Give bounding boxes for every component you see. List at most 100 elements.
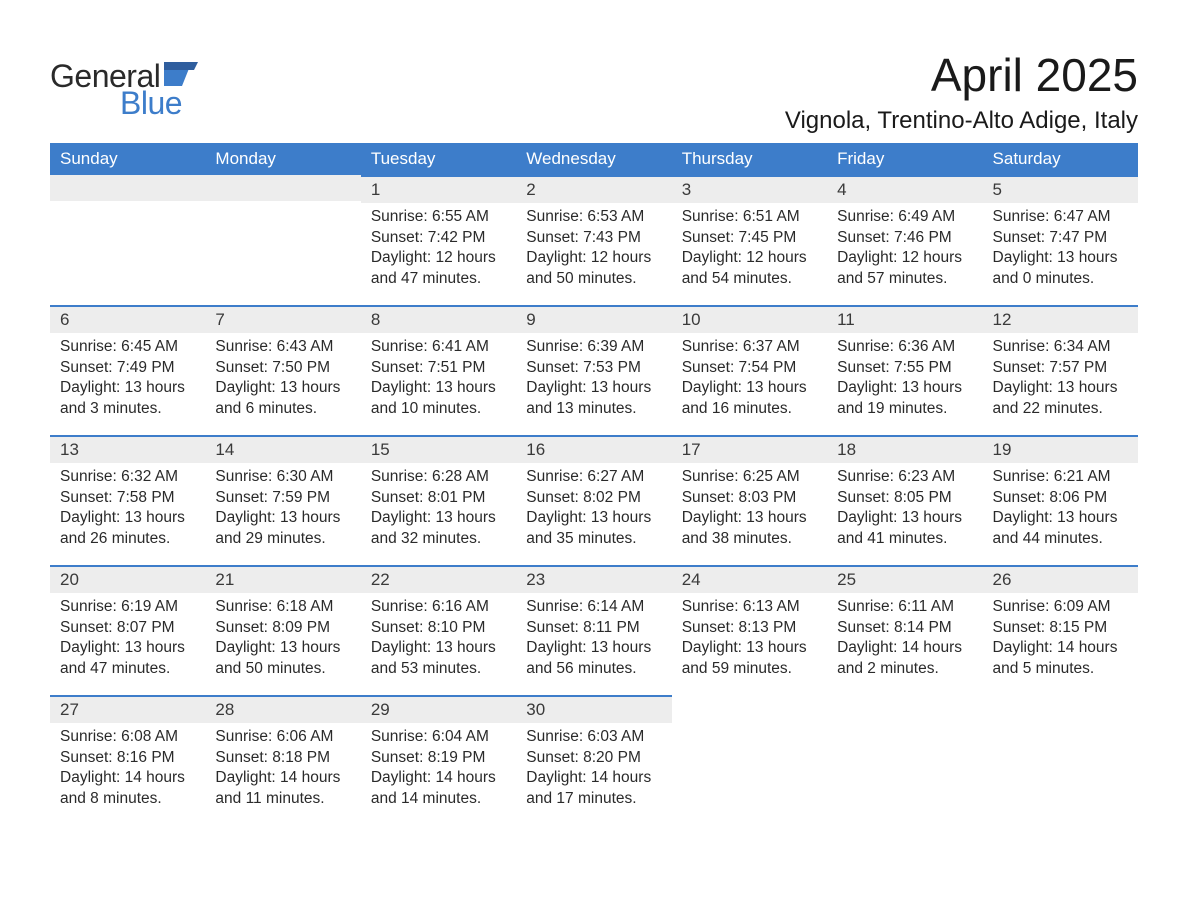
calendar-day-cell: 23Sunrise: 6:14 AMSunset: 8:11 PMDayligh…	[516, 565, 671, 695]
daylight-line-2: and 32 minutes.	[371, 529, 506, 550]
calendar-week-row: 20Sunrise: 6:19 AMSunset: 8:07 PMDayligh…	[50, 565, 1138, 695]
calendar-day-cell: 2Sunrise: 6:53 AMSunset: 7:43 PMDaylight…	[516, 175, 671, 305]
sunrise-line: Sunrise: 6:08 AM	[60, 727, 195, 748]
day-details: Sunrise: 6:09 AMSunset: 8:15 PMDaylight:…	[983, 593, 1138, 687]
daylight-line-1: Daylight: 14 hours	[526, 768, 661, 789]
empty-day-header	[50, 175, 205, 201]
calendar-day-cell: 11Sunrise: 6:36 AMSunset: 7:55 PMDayligh…	[827, 305, 982, 435]
day-number: 13	[50, 435, 205, 463]
location-subtitle: Vignola, Trentino-Alto Adige, Italy	[785, 107, 1138, 135]
daylight-line-2: and 22 minutes.	[993, 399, 1128, 420]
day-details: Sunrise: 6:55 AMSunset: 7:42 PMDaylight:…	[361, 203, 516, 297]
daylight-line-2: and 29 minutes.	[215, 529, 350, 550]
sunrise-line: Sunrise: 6:25 AM	[682, 467, 817, 488]
sunset-line: Sunset: 7:54 PM	[682, 358, 817, 379]
daylight-line-2: and 41 minutes.	[837, 529, 972, 550]
daylight-line-2: and 59 minutes.	[682, 659, 817, 680]
day-details: Sunrise: 6:03 AMSunset: 8:20 PMDaylight:…	[516, 723, 671, 817]
daylight-line-1: Daylight: 13 hours	[682, 638, 817, 659]
daylight-line-1: Daylight: 13 hours	[371, 378, 506, 399]
sunrise-line: Sunrise: 6:51 AM	[682, 207, 817, 228]
sunset-line: Sunset: 7:59 PM	[215, 488, 350, 509]
sunset-line: Sunset: 8:06 PM	[993, 488, 1128, 509]
day-details: Sunrise: 6:23 AMSunset: 8:05 PMDaylight:…	[827, 463, 982, 557]
daylight-line-1: Daylight: 13 hours	[526, 638, 661, 659]
calendar-day-cell	[50, 175, 205, 305]
sunrise-line: Sunrise: 6:27 AM	[526, 467, 661, 488]
day-details: Sunrise: 6:51 AMSunset: 7:45 PMDaylight:…	[672, 203, 827, 297]
sunrise-line: Sunrise: 6:09 AM	[993, 597, 1128, 618]
daylight-line-1: Daylight: 13 hours	[371, 638, 506, 659]
calendar-weekday-header: SundayMondayTuesdayWednesdayThursdayFrid…	[50, 143, 1138, 175]
day-details: Sunrise: 6:30 AMSunset: 7:59 PMDaylight:…	[205, 463, 360, 557]
day-details: Sunrise: 6:11 AMSunset: 8:14 PMDaylight:…	[827, 593, 982, 687]
sunset-line: Sunset: 8:13 PM	[682, 618, 817, 639]
day-number: 20	[50, 565, 205, 593]
daylight-line-1: Daylight: 14 hours	[837, 638, 972, 659]
day-number: 29	[361, 695, 516, 723]
calendar-day-cell: 21Sunrise: 6:18 AMSunset: 8:09 PMDayligh…	[205, 565, 360, 695]
calendar-week-row: 1Sunrise: 6:55 AMSunset: 7:42 PMDaylight…	[50, 175, 1138, 305]
sunset-line: Sunset: 8:10 PM	[371, 618, 506, 639]
sunrise-line: Sunrise: 6:45 AM	[60, 337, 195, 358]
daylight-line-1: Daylight: 13 hours	[60, 378, 195, 399]
sunset-line: Sunset: 8:15 PM	[993, 618, 1128, 639]
day-number: 6	[50, 305, 205, 333]
daylight-line-1: Daylight: 13 hours	[682, 508, 817, 529]
daylight-line-1: Daylight: 13 hours	[993, 378, 1128, 399]
day-details: Sunrise: 6:45 AMSunset: 7:49 PMDaylight:…	[50, 333, 205, 427]
sunset-line: Sunset: 7:49 PM	[60, 358, 195, 379]
daylight-line-2: and 50 minutes.	[526, 269, 661, 290]
calendar-day-cell: 16Sunrise: 6:27 AMSunset: 8:02 PMDayligh…	[516, 435, 671, 565]
daylight-line-2: and 54 minutes.	[682, 269, 817, 290]
daylight-line-2: and 16 minutes.	[682, 399, 817, 420]
sunset-line: Sunset: 8:09 PM	[215, 618, 350, 639]
calendar-page: General Blue April 2025 Vignola, Trentin…	[0, 0, 1188, 855]
sunset-line: Sunset: 7:53 PM	[526, 358, 661, 379]
sunrise-line: Sunrise: 6:34 AM	[993, 337, 1128, 358]
sunset-line: Sunset: 8:11 PM	[526, 618, 661, 639]
sunrise-line: Sunrise: 6:04 AM	[371, 727, 506, 748]
sunset-line: Sunset: 8:03 PM	[682, 488, 817, 509]
sunrise-line: Sunrise: 6:18 AM	[215, 597, 350, 618]
calendar-day-cell: 15Sunrise: 6:28 AMSunset: 8:01 PMDayligh…	[361, 435, 516, 565]
daylight-line-2: and 13 minutes.	[526, 399, 661, 420]
calendar-day-cell: 1Sunrise: 6:55 AMSunset: 7:42 PMDaylight…	[361, 175, 516, 305]
calendar-day-cell: 18Sunrise: 6:23 AMSunset: 8:05 PMDayligh…	[827, 435, 982, 565]
calendar-day-cell: 28Sunrise: 6:06 AMSunset: 8:18 PMDayligh…	[205, 695, 360, 825]
sunrise-line: Sunrise: 6:32 AM	[60, 467, 195, 488]
sunset-line: Sunset: 8:02 PM	[526, 488, 661, 509]
sunrise-line: Sunrise: 6:19 AM	[60, 597, 195, 618]
day-number: 24	[672, 565, 827, 593]
calendar-day-cell: 8Sunrise: 6:41 AMSunset: 7:51 PMDaylight…	[361, 305, 516, 435]
day-number: 14	[205, 435, 360, 463]
daylight-line-1: Daylight: 12 hours	[371, 248, 506, 269]
day-details: Sunrise: 6:27 AMSunset: 8:02 PMDaylight:…	[516, 463, 671, 557]
daylight-line-2: and 53 minutes.	[371, 659, 506, 680]
day-number: 2	[516, 175, 671, 203]
daylight-line-2: and 44 minutes.	[993, 529, 1128, 550]
sunrise-line: Sunrise: 6:37 AM	[682, 337, 817, 358]
sunrise-line: Sunrise: 6:41 AM	[371, 337, 506, 358]
day-details: Sunrise: 6:39 AMSunset: 7:53 PMDaylight:…	[516, 333, 671, 427]
sunset-line: Sunset: 7:57 PM	[993, 358, 1128, 379]
daylight-line-2: and 57 minutes.	[837, 269, 972, 290]
month-title: April 2025	[785, 50, 1138, 101]
calendar-day-cell: 25Sunrise: 6:11 AMSunset: 8:14 PMDayligh…	[827, 565, 982, 695]
sunrise-line: Sunrise: 6:49 AM	[837, 207, 972, 228]
day-details: Sunrise: 6:18 AMSunset: 8:09 PMDaylight:…	[205, 593, 360, 687]
day-details: Sunrise: 6:34 AMSunset: 7:57 PMDaylight:…	[983, 333, 1138, 427]
sunrise-line: Sunrise: 6:06 AM	[215, 727, 350, 748]
weekday-header-cell: Wednesday	[516, 143, 671, 175]
day-number: 3	[672, 175, 827, 203]
daylight-line-1: Daylight: 12 hours	[682, 248, 817, 269]
daylight-line-2: and 8 minutes.	[60, 789, 195, 810]
sunset-line: Sunset: 7:51 PM	[371, 358, 506, 379]
daylight-line-1: Daylight: 14 hours	[371, 768, 506, 789]
sunset-line: Sunset: 8:20 PM	[526, 748, 661, 769]
calendar-week-row: 6Sunrise: 6:45 AMSunset: 7:49 PMDaylight…	[50, 305, 1138, 435]
daylight-line-2: and 35 minutes.	[526, 529, 661, 550]
sunrise-line: Sunrise: 6:39 AM	[526, 337, 661, 358]
calendar-day-cell: 19Sunrise: 6:21 AMSunset: 8:06 PMDayligh…	[983, 435, 1138, 565]
sunrise-line: Sunrise: 6:53 AM	[526, 207, 661, 228]
